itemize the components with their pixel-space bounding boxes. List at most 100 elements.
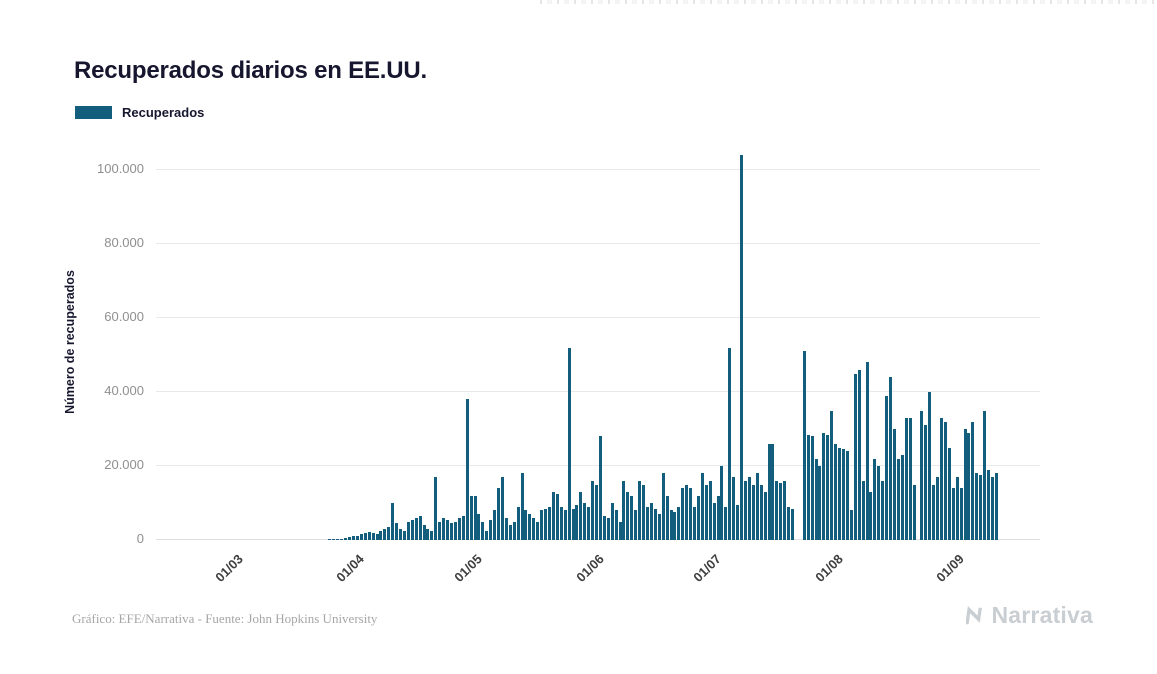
bar — [426, 528, 430, 540]
gridline — [156, 391, 1040, 392]
y-tick-label: 20.000 — [104, 457, 144, 472]
bar — [653, 508, 657, 540]
bar — [881, 480, 885, 540]
bar — [940, 417, 943, 540]
bar — [979, 475, 983, 540]
bar — [367, 531, 371, 540]
bar — [716, 495, 720, 540]
bar — [583, 503, 587, 540]
bar — [348, 537, 352, 540]
y-axis-title: Número de recuperados — [63, 270, 77, 414]
bar — [352, 536, 355, 540]
bar — [497, 488, 501, 540]
bar — [849, 510, 853, 540]
bar — [559, 506, 563, 540]
bar — [434, 477, 438, 540]
bar — [536, 521, 540, 540]
bar — [618, 521, 622, 540]
bar — [967, 432, 971, 540]
x-tick-label: 01/05 — [451, 551, 485, 585]
bar — [450, 523, 453, 540]
bar — [810, 436, 814, 540]
bar — [642, 484, 646, 540]
bar — [563, 510, 567, 540]
bar — [767, 443, 771, 540]
bar — [704, 484, 708, 540]
bar — [430, 530, 434, 540]
bar — [802, 351, 806, 540]
x-tick-label: 01/08 — [811, 551, 846, 585]
bar — [402, 530, 406, 540]
gridline — [156, 465, 1040, 466]
bar — [406, 521, 410, 540]
bar — [983, 410, 987, 540]
bar — [806, 434, 810, 540]
bar — [328, 539, 332, 540]
bar — [391, 503, 395, 540]
bar — [399, 528, 403, 540]
bar — [838, 447, 842, 540]
bar — [606, 517, 610, 540]
bar — [446, 519, 450, 540]
gridline — [156, 317, 1040, 318]
bar — [971, 421, 975, 540]
bar — [912, 484, 916, 540]
bar — [340, 538, 344, 540]
bar — [375, 534, 379, 540]
bar — [359, 534, 363, 540]
bar — [908, 417, 912, 540]
bar — [579, 491, 583, 540]
bar — [622, 480, 626, 540]
bar — [845, 451, 849, 540]
bar — [779, 482, 783, 540]
y-tick-label: 40.000 — [104, 383, 144, 398]
bar — [493, 510, 497, 540]
bar — [673, 512, 677, 540]
bar — [763, 491, 767, 540]
bar — [575, 504, 579, 540]
bar — [508, 525, 512, 540]
chart-title: Recuperados diarios en EE.UU. — [74, 57, 427, 85]
bar — [634, 510, 638, 540]
bar — [775, 480, 779, 540]
bar — [877, 466, 881, 540]
bar — [665, 495, 669, 540]
bar — [602, 515, 606, 540]
bar — [814, 458, 818, 540]
legend-swatch — [75, 106, 112, 119]
bar — [540, 510, 544, 540]
bar — [900, 454, 904, 540]
bar — [943, 421, 947, 540]
narrativa-logo-text: Narrativa — [991, 602, 1093, 628]
bar — [920, 410, 924, 540]
legend-label: Recuperados — [122, 105, 205, 120]
bar — [892, 429, 896, 540]
bar — [700, 473, 704, 540]
bar — [461, 515, 465, 540]
bar — [477, 514, 481, 540]
bar — [524, 510, 528, 540]
bar — [595, 484, 599, 540]
y-tick-label: 0 — [136, 531, 144, 546]
bar — [904, 417, 908, 540]
bar — [646, 506, 649, 540]
bar — [889, 377, 893, 540]
bar — [414, 517, 418, 540]
bar — [591, 480, 595, 540]
bar — [873, 458, 877, 540]
bar — [614, 510, 618, 540]
bar — [512, 521, 516, 540]
bar — [936, 477, 940, 540]
bar — [732, 477, 736, 540]
bar — [489, 519, 493, 540]
bar — [532, 517, 536, 540]
bar — [610, 503, 614, 540]
plot-area: 0 20.000 40.000 60.000 80.000 100.000 01/03 01/… — [97, 150, 1040, 585]
bar — [724, 506, 728, 540]
bar — [685, 484, 689, 540]
bar — [442, 517, 446, 540]
bar — [947, 447, 951, 540]
bar — [657, 514, 661, 540]
bar — [551, 491, 555, 540]
bar — [469, 495, 473, 540]
